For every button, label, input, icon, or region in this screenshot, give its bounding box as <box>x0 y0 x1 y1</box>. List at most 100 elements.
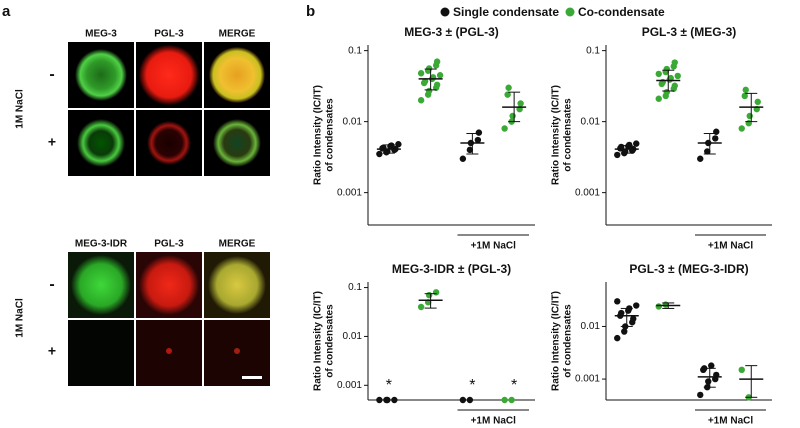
data-point <box>505 84 512 91</box>
data-point <box>501 125 508 132</box>
data-point <box>618 309 625 317</box>
data-point <box>655 95 662 102</box>
data-point <box>380 144 387 151</box>
data-point <box>433 58 441 65</box>
legend-marker <box>565 7 575 17</box>
data-point <box>388 142 395 149</box>
group-label: +1M NaCl <box>708 416 754 427</box>
row-label: - <box>49 66 54 83</box>
row-label: + <box>48 134 56 150</box>
data-point <box>417 97 425 104</box>
y-axis-label: Ratio Intensity (IC/IT) <box>551 291 562 391</box>
y-axis-label: of condensates <box>325 304 336 378</box>
data-point <box>663 65 670 73</box>
y-axis-label: of condensates <box>325 98 336 172</box>
data-point <box>712 135 719 142</box>
data-point <box>475 129 483 136</box>
data-point <box>395 141 402 148</box>
data-point <box>621 328 628 335</box>
data-point <box>376 396 383 404</box>
side-label: 1M NaCl <box>15 298 26 338</box>
side-label: 1M NaCl <box>15 89 26 129</box>
panel-label: a <box>2 3 11 20</box>
data-point <box>663 88 670 96</box>
chart-title: PGL-3 ± (MEG-3-IDR) <box>629 262 748 276</box>
y-axis-label: Ratio Intensity (IC/IT) <box>313 85 324 185</box>
legend-marker <box>440 7 450 17</box>
data-point <box>655 303 662 310</box>
data-point <box>509 112 516 120</box>
data-point <box>391 396 398 404</box>
y-tick-label: 0.01 <box>581 116 601 127</box>
y-axis-label: Ratio Intensity (IC/IT) <box>313 291 324 391</box>
data-point <box>517 100 524 107</box>
data-point <box>633 302 640 309</box>
data-point <box>704 148 711 155</box>
data-point <box>436 72 444 79</box>
data-point <box>614 334 621 342</box>
data-point <box>697 391 704 399</box>
data-point <box>738 366 745 374</box>
data-point <box>417 70 425 77</box>
data-point <box>614 151 621 159</box>
y-axis-label: Ratio Intensity (IC/IT) <box>551 85 562 185</box>
data-point <box>459 155 467 162</box>
y-axis-label: of condensates <box>563 304 574 378</box>
column-header: MERGE <box>219 29 256 40</box>
data-point <box>741 92 748 100</box>
data-point <box>655 70 662 78</box>
significance-star: * <box>511 377 517 394</box>
data-point <box>432 289 440 296</box>
data-point <box>466 146 474 154</box>
data-point <box>738 125 745 132</box>
data-point <box>384 396 391 404</box>
column-header: MERGE <box>219 239 256 250</box>
data-point <box>742 86 749 94</box>
row-label: - <box>49 276 54 293</box>
micrographs-bottom <box>68 252 270 386</box>
row-label: + <box>48 343 56 359</box>
y-tick-label: 0.001 <box>575 374 600 385</box>
column-header: PGL-3 <box>154 239 184 250</box>
group-label: +1M NaCl <box>708 241 754 252</box>
y-tick-label: 0.1 <box>586 45 600 56</box>
data-point <box>633 140 640 147</box>
column-header: PGL-3 <box>154 29 184 40</box>
data-point <box>705 378 712 385</box>
group-label: +1M NaCl <box>471 416 517 427</box>
legend-label: Single condensate <box>453 5 559 19</box>
group-label: +1M NaCl <box>471 241 517 252</box>
data-point <box>614 298 621 305</box>
data-point <box>671 59 678 66</box>
y-tick-label: 0.01 <box>343 331 363 342</box>
column-header: MEG-3 <box>85 29 117 40</box>
y-tick-label: 0.01 <box>581 321 601 332</box>
data-point <box>433 81 441 89</box>
data-point <box>508 396 515 404</box>
data-point <box>376 150 383 158</box>
data-point <box>630 315 637 322</box>
data-point <box>459 396 467 404</box>
y-tick-label: 0.001 <box>337 187 362 198</box>
data-point <box>504 91 511 98</box>
data-point <box>425 65 433 72</box>
micrographs-top <box>68 42 270 176</box>
significance-star: * <box>386 377 392 394</box>
data-point <box>708 362 715 369</box>
data-point <box>425 291 433 299</box>
chart-title: PGL-3 ± (MEG-3) <box>642 25 737 39</box>
data-point <box>474 136 482 144</box>
data-point <box>674 72 681 80</box>
data-point <box>697 155 704 162</box>
y-tick-label: 0.01 <box>343 116 363 127</box>
data-point <box>746 112 753 120</box>
chart-title: MEG-3-IDR ± (PGL-3) <box>392 262 511 276</box>
y-tick-label: 0.001 <box>337 380 362 391</box>
panel-label: b <box>306 3 315 20</box>
data-point <box>421 78 429 85</box>
data-point <box>501 396 508 404</box>
y-tick-label: 0.001 <box>575 187 600 198</box>
legend-label: Co-condensate <box>578 5 665 19</box>
y-tick-label: 0.1 <box>348 45 362 56</box>
